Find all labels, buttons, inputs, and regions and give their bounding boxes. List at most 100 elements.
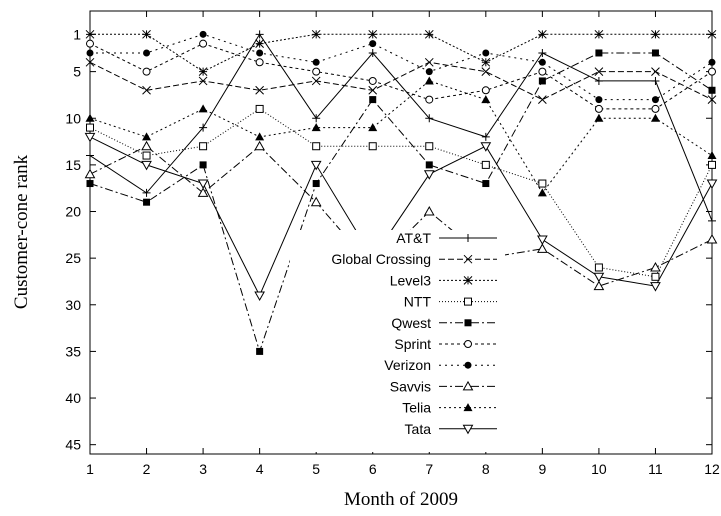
- x-tick-label: 2: [143, 461, 151, 477]
- series-point: [312, 180, 320, 188]
- series-point: [481, 86, 490, 95]
- series-point: [255, 30, 264, 39]
- series-point: [255, 104, 264, 113]
- series-point: [311, 29, 321, 39]
- series-point: [256, 347, 264, 355]
- legend-marker: [462, 424, 474, 435]
- series-point: [255, 58, 264, 67]
- series-point: [651, 104, 660, 113]
- series-point: [86, 49, 94, 57]
- series-point: [593, 272, 605, 283]
- y-tick-label: 25: [65, 250, 81, 266]
- series-point: [651, 96, 659, 104]
- series-point: [707, 151, 717, 160]
- y-tick-label: 45: [65, 437, 81, 453]
- y-tick-label: 1: [73, 26, 81, 42]
- series-point: [197, 179, 209, 190]
- series-point: [141, 160, 152, 171]
- series-point: [708, 67, 716, 76]
- series-point: [480, 142, 492, 152]
- series-point: [593, 280, 605, 291]
- series-point: [538, 29, 547, 39]
- x-tick-label: 4: [256, 461, 264, 477]
- series-point: [368, 48, 377, 57]
- series-point: [368, 29, 378, 39]
- series-point: [255, 39, 264, 48]
- series-line: [90, 33, 713, 101]
- plot-frame: [89, 10, 713, 455]
- series-point: [143, 198, 151, 206]
- y-tick-label: 30: [65, 297, 81, 313]
- series-point: [651, 76, 660, 85]
- series-point: [369, 40, 377, 48]
- y-tick-label: 35: [65, 343, 81, 359]
- series-point: [254, 291, 265, 301]
- series-point: [311, 123, 321, 132]
- legend-marker: [464, 361, 472, 369]
- series-point: [708, 216, 716, 225]
- y-tick-label: 20: [65, 204, 81, 220]
- x-tick-label: 11: [648, 461, 663, 477]
- series-point: [594, 113, 604, 122]
- series-point: [425, 114, 434, 123]
- legend-label: NTT: [404, 294, 432, 310]
- series-point: [482, 180, 490, 188]
- series-point: [706, 233, 718, 244]
- legend-label: Global Crossing: [331, 251, 431, 267]
- series-point: [538, 77, 546, 85]
- legend-marker: [463, 276, 473, 285]
- series-point: [368, 85, 378, 95]
- series: [86, 30, 716, 104]
- series-point: [707, 29, 717, 39]
- series-point: [538, 48, 547, 57]
- y-tick-label: 10: [65, 110, 81, 126]
- series-point: [198, 76, 208, 86]
- series: [84, 132, 718, 301]
- series-point: [84, 168, 96, 179]
- series-point: [85, 57, 95, 67]
- series-point: [368, 142, 377, 151]
- series-point: [199, 30, 207, 38]
- x-tick-label: 12: [704, 461, 720, 477]
- series-point: [708, 160, 716, 169]
- series-point: [312, 58, 320, 66]
- y-tick-label: 5: [73, 64, 81, 80]
- series-point: [537, 243, 548, 253]
- x-axis-title: Month of 2009: [344, 489, 458, 510]
- series-point: [481, 95, 491, 104]
- series-line: [89, 61, 713, 101]
- legend-marker: [463, 254, 473, 264]
- series-point: [255, 85, 264, 95]
- series: [85, 29, 717, 76]
- series-point: [425, 95, 434, 104]
- series-point: [481, 67, 491, 76]
- series-line: [89, 145, 713, 287]
- legend-marker: [463, 403, 473, 412]
- x-tick-label: 7: [425, 461, 433, 477]
- series-point: [425, 142, 434, 151]
- legend-label: Level3: [390, 272, 431, 288]
- series-point: [310, 160, 322, 171]
- legend-label: Tata: [405, 421, 432, 437]
- x-tick-label: 10: [591, 461, 607, 477]
- series-point: [424, 29, 434, 39]
- series-point: [538, 95, 547, 104]
- series-line: [89, 52, 713, 354]
- series-point: [142, 188, 151, 197]
- series-point: [594, 104, 603, 113]
- series: [85, 76, 717, 197]
- x-tick-label: 9: [538, 461, 546, 477]
- series-point: [481, 160, 490, 169]
- series-point: [368, 76, 377, 85]
- series-point: [254, 140, 265, 151]
- series-point: [256, 49, 264, 57]
- series-group: [84, 29, 718, 355]
- series-point: [142, 85, 151, 95]
- series-point: [651, 49, 659, 57]
- series-point: [424, 76, 434, 85]
- series-point: [199, 123, 208, 132]
- series-point: [199, 39, 208, 48]
- series-point: [312, 142, 321, 151]
- series-point: [594, 29, 604, 39]
